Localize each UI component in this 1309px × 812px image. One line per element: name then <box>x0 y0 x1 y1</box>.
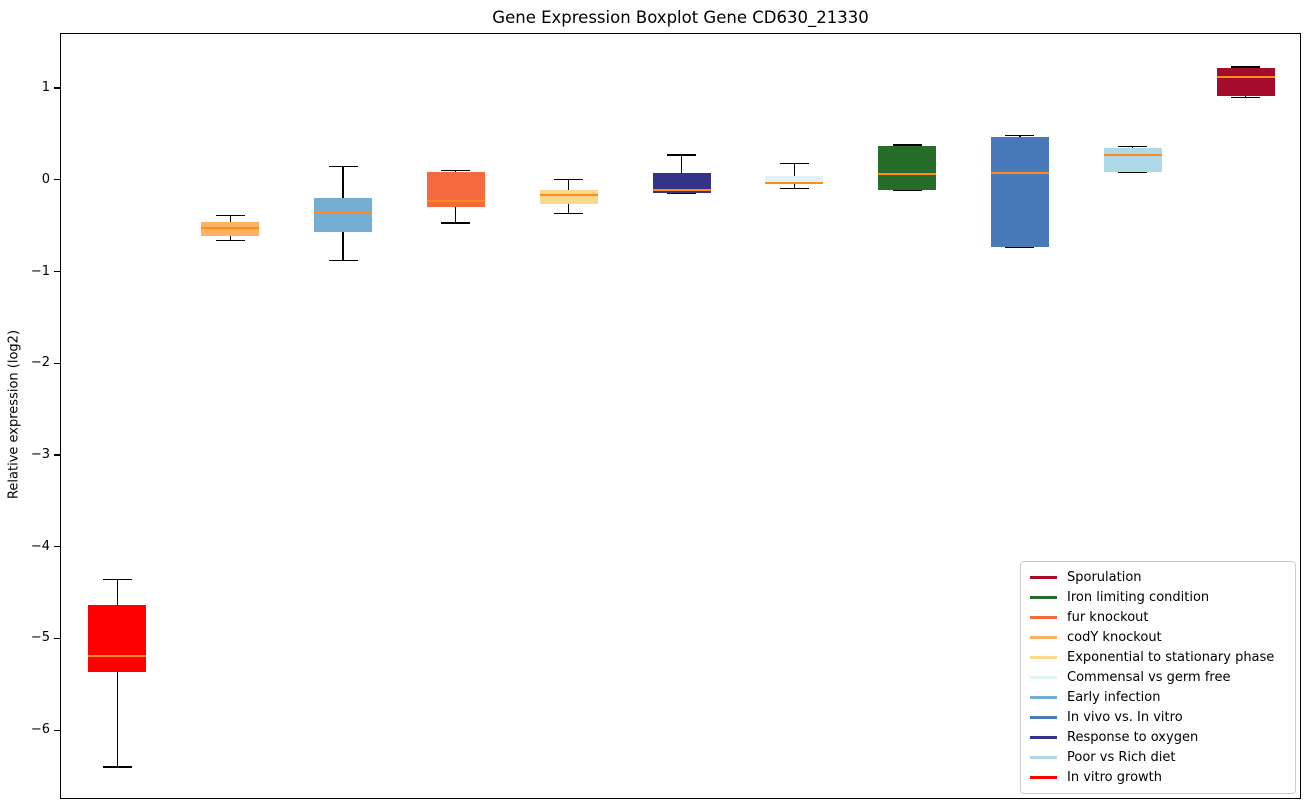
legend-item: Commensal vs germ free <box>1030 668 1286 687</box>
whisker-cap-bottom <box>892 190 922 192</box>
legend-item: In vivo vs. In vitro <box>1030 708 1286 727</box>
box-rect <box>88 604 147 673</box>
y-tick-label: 0 <box>41 171 50 187</box>
box-rect <box>1103 147 1162 172</box>
legend-label: In vivo vs. In vitro <box>1067 710 1183 726</box>
legend-color-swatch <box>1030 575 1057 579</box>
y-tick-label: −2 <box>30 355 50 371</box>
y-tick-mark <box>54 454 60 456</box>
legend-color-swatch <box>1030 756 1057 760</box>
whisker-cap-top <box>779 162 809 164</box>
median-line <box>314 211 373 214</box>
legend-label: Response to oxygen <box>1067 730 1199 746</box>
legend-item: Exponential to stationary phase <box>1030 648 1286 667</box>
whisker-cap-top <box>554 179 584 181</box>
median-line <box>652 188 711 191</box>
legend-label: Iron limiting condition <box>1067 589 1210 605</box>
median-line <box>426 199 485 202</box>
legend-item: codY knockout <box>1030 628 1286 647</box>
y-tick-label: −1 <box>30 263 50 279</box>
legend-color-swatch <box>1030 736 1057 740</box>
y-tick-mark <box>54 729 60 731</box>
legend-item: Poor vs Rich diet <box>1030 748 1286 767</box>
legend-color-swatch <box>1030 716 1057 720</box>
whisker-line <box>793 163 795 189</box>
legend-label: Commensal vs germ free <box>1067 669 1231 685</box>
median-line <box>539 194 598 197</box>
whisker-cap-bottom <box>779 187 809 189</box>
legend-color-swatch <box>1030 595 1057 599</box>
legend-label: Exponential to stationary phase <box>1067 649 1275 665</box>
whisker-cap-bottom <box>102 766 132 768</box>
y-tick-label: −4 <box>30 538 50 554</box>
whisker-cap-top <box>102 579 132 581</box>
y-tick-label: −3 <box>30 446 50 462</box>
y-tick-label: −6 <box>30 722 50 738</box>
whisker-cap-top <box>215 215 245 217</box>
legend-label: codY knockout <box>1067 629 1162 645</box>
box-rect <box>314 198 373 233</box>
y-tick-mark <box>54 546 60 548</box>
legend-color-swatch <box>1030 776 1057 780</box>
legend-label: In vitro growth <box>1067 770 1162 786</box>
legend-item: Sporulation <box>1030 568 1286 587</box>
box-rect <box>539 189 598 204</box>
legend-label: Early infection <box>1067 690 1161 705</box>
median-line <box>1216 76 1275 79</box>
median-line <box>878 173 937 176</box>
legend: Sporulation Iron limiting condition fur kn… <box>1020 561 1296 794</box>
median-line <box>88 654 147 657</box>
y-tick-mark <box>54 270 60 273</box>
box-rect <box>426 171 485 208</box>
whisker-cap-top <box>892 144 922 146</box>
whisker-cap-bottom <box>1005 247 1035 249</box>
legend-item: fur knockout <box>1030 608 1286 627</box>
whisker-line <box>116 579 118 767</box>
box-rect <box>990 136 1049 247</box>
whisker-cap-top <box>667 154 696 156</box>
median-line <box>765 181 824 184</box>
chart-title: Gene Expression Boxplot Gene CD630_21330 <box>492 8 869 27</box>
whisker-cap-bottom <box>667 193 696 195</box>
whisker-cap-top <box>1005 135 1035 137</box>
legend-label: Sporulation <box>1067 569 1142 585</box>
legend-item: Early infection <box>1030 688 1286 707</box>
y-tick-label: −5 <box>30 630 50 646</box>
y-tick-mark <box>54 637 60 640</box>
median-line <box>201 227 260 230</box>
whisker-cap-bottom <box>1231 96 1261 98</box>
y-tick-label: 1 <box>41 80 50 96</box>
median-line <box>1103 154 1162 157</box>
legend-label: fur knockout <box>1067 609 1149 625</box>
y-axis-label: Relative expression (log2) <box>6 329 22 500</box>
whisker-cap-bottom <box>554 213 584 215</box>
median-line <box>990 171 1049 174</box>
box-rect <box>878 145 937 190</box>
legend-color-swatch <box>1030 615 1057 619</box>
y-tick-mark <box>54 362 60 364</box>
plot-area <box>60 33 1301 799</box>
legend-color-swatch <box>1030 675 1057 679</box>
legend-label: Poor vs Rich diet <box>1067 750 1176 766</box>
y-tick-mark <box>54 179 60 181</box>
whisker-cap-top <box>328 165 358 167</box>
whisker-cap-bottom <box>1118 171 1148 174</box>
legend-color-swatch <box>1030 635 1057 639</box>
legend-item: In vitro growth <box>1030 768 1286 787</box>
box-rect <box>765 176 824 185</box>
whisker-cap-top <box>1118 146 1148 148</box>
legend-item: Response to oxygen <box>1030 728 1286 747</box>
box-rect <box>1216 67 1275 97</box>
box-rect <box>652 172 711 193</box>
whisker-cap-top <box>1231 66 1261 68</box>
whisker-cap-bottom <box>215 239 245 241</box>
whisker-cap-bottom <box>441 222 471 224</box>
y-tick-mark <box>54 87 60 89</box>
legend-item: Iron limiting condition <box>1030 588 1286 607</box>
legend-color-swatch <box>1030 696 1057 699</box>
legend-color-swatch <box>1030 655 1057 659</box>
whisker-cap-bottom <box>328 259 358 262</box>
whisker-cap-top <box>441 170 471 172</box>
